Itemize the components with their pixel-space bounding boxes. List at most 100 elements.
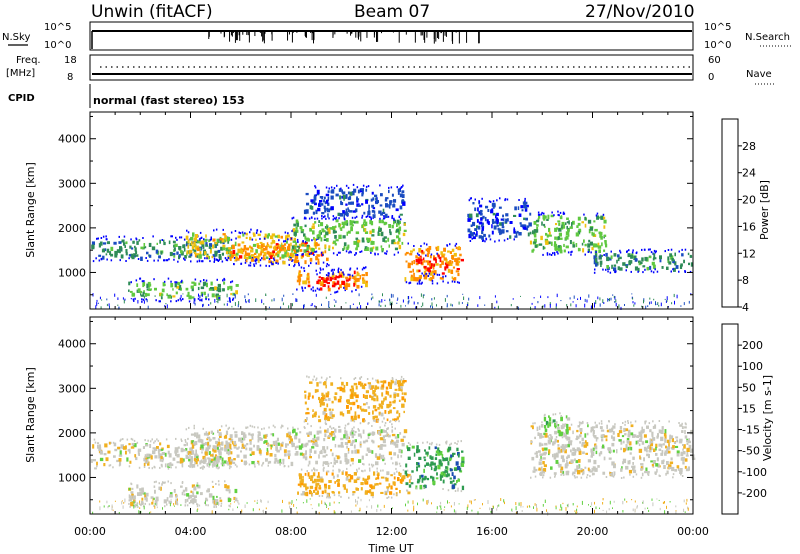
heatmap-cell	[218, 466, 220, 469]
heatmap-cell	[366, 447, 370, 452]
heatmap-cell	[448, 446, 452, 451]
heatmap-cell	[128, 254, 132, 257]
heatmap-cell	[371, 465, 374, 468]
heatmap-cell	[538, 450, 541, 453]
heatmap-cell	[674, 261, 677, 266]
heatmap-cell	[523, 224, 527, 227]
heatmap-cell	[334, 435, 336, 438]
heatmap-cell	[383, 430, 387, 433]
scatter-cell	[246, 502, 248, 504]
heatmap-cell	[168, 500, 172, 504]
heatmap-cell	[256, 229, 258, 232]
heatmap-cell	[312, 378, 314, 381]
heatmap-cell	[368, 215, 371, 218]
heatmap-cell	[229, 465, 231, 468]
heatmap-cell	[304, 235, 307, 240]
heatmap-cell	[99, 241, 103, 246]
heatmap-cell	[315, 378, 317, 381]
heatmap-cell	[334, 392, 338, 395]
heatmap-cell	[266, 242, 269, 245]
heatmap-cell	[343, 284, 346, 288]
heatmap-cell	[398, 380, 402, 385]
heatmap-cell	[460, 490, 463, 493]
heatmap-cell	[663, 433, 667, 437]
heatmap-cell	[324, 417, 327, 421]
heatmap-cell	[370, 240, 374, 245]
heatmap-cell	[322, 382, 326, 386]
heatmap-cell	[324, 489, 327, 494]
heatmap-cell	[362, 222, 365, 226]
heatmap-cell	[427, 267, 431, 272]
heatmap-cell	[347, 207, 349, 210]
heatmap-cell	[675, 265, 679, 269]
heatmap-cell	[246, 443, 249, 446]
heatmap-cell	[641, 426, 643, 431]
heatmap-cell	[332, 408, 334, 411]
heatmap-cell	[295, 451, 299, 456]
heatmap-cell	[225, 488, 228, 492]
heatmap-cell	[409, 281, 411, 284]
heatmap-cell	[632, 249, 634, 252]
heatmap-cell	[679, 468, 683, 473]
heatmap-cell	[306, 246, 309, 251]
heatmap-cell	[679, 438, 683, 442]
heatmap-cell	[332, 469, 334, 472]
heatmap-cell	[380, 245, 383, 248]
scatter-cell	[490, 510, 492, 513]
heatmap-cell	[245, 256, 249, 260]
heatmap-cell	[313, 196, 317, 201]
heatmap-cell	[167, 467, 170, 470]
heatmap-cell	[646, 449, 648, 453]
heatmap-cell	[376, 483, 379, 486]
heatmap-cell	[319, 451, 323, 455]
heatmap-cell	[330, 206, 334, 211]
heatmap-cell	[586, 474, 589, 476]
scatter-cell	[280, 306, 282, 310]
heatmap-cell	[622, 461, 624, 465]
scatter-cell	[614, 301, 616, 303]
scatter-cell	[515, 511, 517, 515]
scatter-cell	[469, 500, 471, 503]
heatmap-cell	[208, 465, 210, 468]
heatmap-cell	[665, 445, 667, 449]
heatmap-cell	[327, 208, 331, 213]
heatmap-cell	[647, 248, 650, 251]
scatter-cell	[556, 293, 558, 298]
heatmap-cell	[436, 282, 439, 285]
heatmap-cell	[233, 253, 236, 257]
heatmap-cell	[407, 456, 411, 460]
heatmap-cell	[283, 240, 285, 243]
heatmap-cell	[400, 378, 402, 381]
heatmap-cell	[560, 473, 562, 476]
heatmap-cell	[313, 434, 316, 439]
scatter-cell	[566, 304, 568, 307]
heatmap-cell	[128, 499, 132, 502]
heatmap-cell	[346, 246, 349, 251]
heatmap-cell	[336, 480, 339, 483]
heatmap-cell	[242, 446, 246, 449]
heatmap-cell	[140, 246, 144, 250]
heatmap-cell	[316, 441, 318, 445]
heatmap-cell	[562, 211, 565, 214]
heatmap-cell	[406, 445, 409, 449]
heatmap-cell	[186, 498, 189, 502]
heatmap-cell	[183, 493, 186, 496]
heatmap-cell	[326, 496, 328, 499]
heatmap-cell	[467, 218, 471, 222]
heatmap-cell	[442, 253, 446, 256]
heatmap-cell	[598, 422, 601, 425]
heatmap-cell	[249, 424, 252, 427]
heatmap-cell	[163, 283, 166, 287]
heatmap-cell	[304, 456, 308, 461]
heatmap-cell	[367, 490, 370, 493]
heatmap-cell	[320, 203, 324, 206]
heatmap-cell	[350, 429, 355, 432]
heatmap-cell	[306, 202, 310, 206]
heatmap-cell	[623, 448, 626, 452]
heatmap-cell	[218, 451, 222, 456]
heatmap-cell	[596, 212, 599, 215]
heatmap-cell	[350, 201, 354, 205]
heatmap-cell	[563, 249, 566, 253]
heatmap-cell	[644, 447, 647, 450]
heatmap-cell	[385, 477, 389, 482]
